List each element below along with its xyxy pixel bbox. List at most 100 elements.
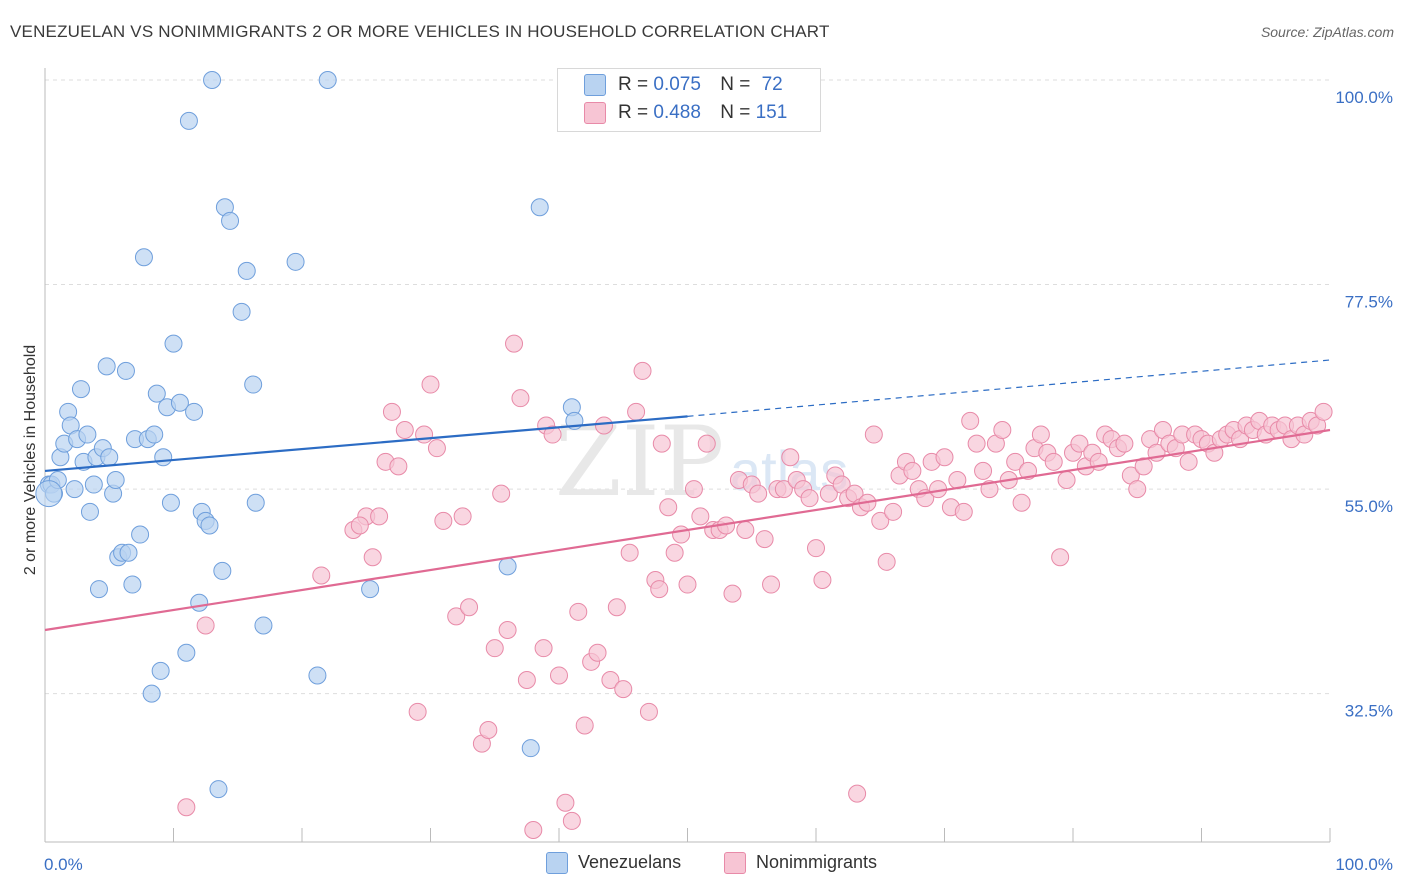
venezuelan-point xyxy=(123,575,142,594)
nonimmigrant-point xyxy=(650,580,669,599)
venezuelan-point xyxy=(203,71,222,89)
venezuelan-point xyxy=(361,580,380,599)
nonimmigrant-point xyxy=(800,489,819,508)
venezuelan-point xyxy=(100,448,119,467)
nonimmigrant-point xyxy=(807,539,825,558)
venezuelan-point xyxy=(209,780,228,799)
n-label: N = xyxy=(720,102,751,124)
venezuelan-point xyxy=(71,380,90,399)
nonimmigrant-point xyxy=(594,416,613,435)
nonimmigrant-point xyxy=(633,361,652,380)
y-tick-label-0: 100.0% xyxy=(1335,88,1393,107)
nonimmigrant-point xyxy=(485,639,504,658)
venezuelan-point xyxy=(154,448,173,467)
nonimmigrant-point xyxy=(1012,493,1031,512)
nonimmigrant-point xyxy=(848,784,867,803)
nonimmigrant-point xyxy=(961,411,980,430)
nonimmigrant-point xyxy=(614,680,633,699)
venezuelan-point xyxy=(170,393,189,412)
venezuelan-point xyxy=(142,684,161,703)
nonimmigrant-point xyxy=(652,434,671,453)
nonimmigrant-point xyxy=(813,571,832,589)
nonimmigrant-point xyxy=(312,566,331,585)
venezuelan-point xyxy=(119,543,138,562)
venezuelan-point xyxy=(179,111,198,130)
nonimmigrants-legend-label: Nonimmigrants xyxy=(756,852,878,872)
venezuelan-point xyxy=(190,593,209,612)
nonimmigrant-point xyxy=(1044,452,1063,471)
y-tick-label-3: 32.5% xyxy=(1345,702,1393,721)
nonimmigrant-point xyxy=(479,721,498,739)
nonimmigrant-point xyxy=(196,616,215,635)
nonimmigrant-point xyxy=(382,402,401,421)
nonimmigrant-point xyxy=(665,543,684,562)
nonimmigrant-point xyxy=(415,425,434,444)
venezuelan-point xyxy=(254,616,273,635)
nonimmigrant-point xyxy=(534,639,553,658)
nonimmigrant-point xyxy=(627,402,646,421)
nonimmigrant-point xyxy=(935,448,954,467)
nonimmigrant-point xyxy=(370,507,389,526)
nonimmigrant-point xyxy=(736,521,755,539)
venezuelans-n-value: 72 xyxy=(761,74,783,96)
nonimmigrant-point xyxy=(1019,461,1038,480)
nonimmigrant-point xyxy=(620,543,639,562)
r-label: R = xyxy=(618,74,649,96)
venezuelan-point xyxy=(97,357,116,376)
legend-item-nonimmigrants: Nonimmigrants xyxy=(724,852,878,875)
x-tick-label-min: 0.0% xyxy=(44,855,83,874)
nonimmigrant-point xyxy=(954,502,973,521)
nonimmigrant-point xyxy=(492,484,511,503)
venezuelans-legend-swatch xyxy=(546,852,568,875)
y-tick-label-1: 77.5% xyxy=(1345,293,1393,312)
venezuelan-point xyxy=(213,561,232,580)
y-axis-label: 2 or more Vehicles in Household xyxy=(22,344,39,576)
venezuelan-point xyxy=(286,252,305,271)
nonimmigrant-point xyxy=(1057,471,1076,489)
venezuelans-swatch xyxy=(584,74,606,96)
nonimmigrant-point xyxy=(1051,548,1070,567)
nonimmigrant-point xyxy=(550,666,568,685)
nonimmigrant-point xyxy=(601,671,620,689)
nonimmigrant-point xyxy=(427,439,446,458)
venezuelan-point xyxy=(65,480,84,499)
n-label: N = xyxy=(720,74,751,96)
venezuelan-point xyxy=(164,334,183,353)
nonimmigrant-point xyxy=(755,530,774,549)
venezuelan-point xyxy=(232,302,251,321)
venezuelan-point xyxy=(308,666,327,685)
legend-item-venezuelans: Venezuelans xyxy=(546,852,681,875)
r-label: R = xyxy=(618,102,649,124)
nonimmigrant-point xyxy=(524,821,543,839)
nonimmigrants-r-value: 0.488 xyxy=(653,102,701,124)
venezuelan-point xyxy=(134,248,153,267)
venezuelan-point xyxy=(177,643,196,662)
venezuelan-point xyxy=(498,557,517,576)
nonimmigrant-point xyxy=(980,480,999,499)
nonimmigrant-point xyxy=(639,702,658,721)
nonimmigrant-point xyxy=(1314,402,1333,421)
nonimmigrant-point xyxy=(453,507,472,526)
nonimmigrant-point xyxy=(993,421,1012,439)
nonimmigrants-n-value: 151 xyxy=(755,102,788,124)
nonimmigrant-point xyxy=(678,575,697,594)
nonimmigrant-point xyxy=(749,484,768,503)
nonimmigrants-legend-swatch xyxy=(724,852,746,875)
nonimmigrant-point xyxy=(774,480,793,499)
nonimmigrant-point xyxy=(877,552,896,571)
venezuelan-point xyxy=(318,71,337,89)
nonimmigrant-point xyxy=(967,434,986,453)
venezuelan-point xyxy=(78,425,97,444)
trend-lines xyxy=(44,359,1331,632)
source-label: Source: ZipAtlas.com xyxy=(1260,24,1394,40)
correlation-legend: R = 0.075 N = 72 R = 0.488 N = 151 xyxy=(557,68,821,132)
nonimmigrant-point xyxy=(517,671,536,689)
legend-row-nonimmigrants: R = 0.488 N = 151 xyxy=(584,102,787,126)
x-tick-label-max: 100.0% xyxy=(1335,855,1393,874)
nonimmigrant-point xyxy=(762,575,781,594)
venezuelan-point xyxy=(530,198,549,217)
venezuelan-point xyxy=(106,471,125,489)
nonimmigrant-point xyxy=(819,484,838,503)
venezuelan-point xyxy=(161,493,180,512)
